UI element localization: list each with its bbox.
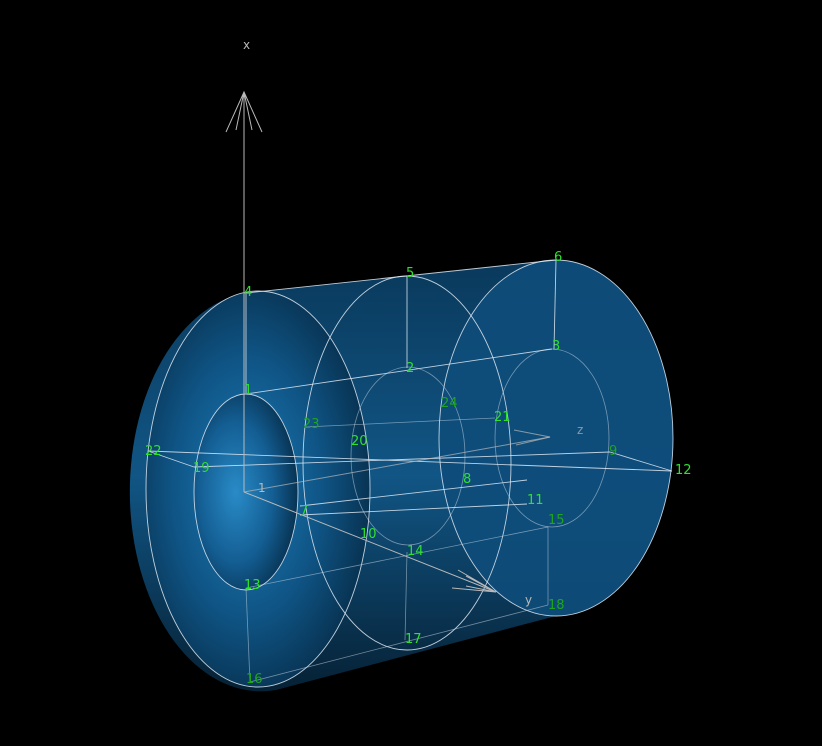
edge-22-12 <box>147 450 673 472</box>
tube-body[interactable] <box>129 260 673 692</box>
node-label-11[interactable]: 11 <box>527 493 544 508</box>
z-axis-label: z <box>577 423 583 437</box>
edge-7-11 <box>299 479 528 507</box>
node-label-14[interactable]: 14 <box>407 544 424 559</box>
node-label-21[interactable]: 21 <box>494 410 511 425</box>
edge-1-3 <box>245 348 553 395</box>
back-face <box>439 260 673 616</box>
y-axis-arrowhead <box>451 569 497 593</box>
edge-23-21 <box>304 417 496 428</box>
y-axis-line <box>243 491 497 593</box>
edge-13-15 <box>245 526 549 589</box>
node-label-8[interactable]: 8 <box>463 472 471 487</box>
node-label-13[interactable]: 13 <box>244 578 261 593</box>
node-label-2[interactable]: 2 <box>406 361 414 376</box>
node-label-20[interactable]: 20 <box>351 434 368 449</box>
node-label-7[interactable]: 7 <box>300 504 308 519</box>
spoke-6-3 <box>553 259 557 350</box>
node-label-16[interactable]: 16 <box>246 672 263 687</box>
spoke-9-12 <box>609 451 673 472</box>
node-label-6[interactable]: 6 <box>554 250 562 265</box>
coordinate-axes: x y z 1 <box>225 38 583 607</box>
node-label-12[interactable]: 12 <box>675 463 692 478</box>
node-label-9[interactable]: 9 <box>609 444 617 459</box>
wireframe-edges <box>145 259 674 688</box>
front-outer-edge <box>145 290 371 688</box>
spoke-14-17 <box>404 551 408 641</box>
edge-19-9 <box>193 451 611 468</box>
node-label-18[interactable]: 18 <box>548 598 565 613</box>
z-axis-line <box>243 436 551 493</box>
z-axis-arrowhead <box>513 429 551 446</box>
node-label-17[interactable]: 17 <box>405 632 422 647</box>
node-labels: 1 2 3 4 5 6 7 8 9 10 11 12 13 14 15 16 1… <box>145 250 692 687</box>
edge-7-11b <box>299 503 528 516</box>
node-label-23[interactable]: 23 <box>303 417 320 432</box>
edge-16-18 <box>249 604 549 683</box>
node-label-19[interactable]: 19 <box>193 461 210 476</box>
node-label-10[interactable]: 10 <box>360 527 377 542</box>
middle-inner-edge <box>350 366 466 546</box>
edge-4-6 <box>245 259 557 294</box>
node-label-24[interactable]: 24 <box>441 396 458 411</box>
x-axis-arrowhead <box>225 90 263 133</box>
origin-label: 1 <box>258 481 266 495</box>
node-label-1[interactable]: 1 <box>244 383 252 398</box>
node-label-15[interactable]: 15 <box>548 513 565 528</box>
spoke-13-16 <box>245 587 251 683</box>
node-label-4[interactable]: 4 <box>244 285 252 300</box>
x-axis-label: x <box>243 38 250 52</box>
node-label-5[interactable]: 5 <box>406 266 414 281</box>
node-label-3[interactable]: 3 <box>552 339 560 354</box>
node-label-22[interactable]: 22 <box>145 444 162 459</box>
spoke-22-19 <box>147 450 195 468</box>
y-axis-label: y <box>525 593 532 607</box>
